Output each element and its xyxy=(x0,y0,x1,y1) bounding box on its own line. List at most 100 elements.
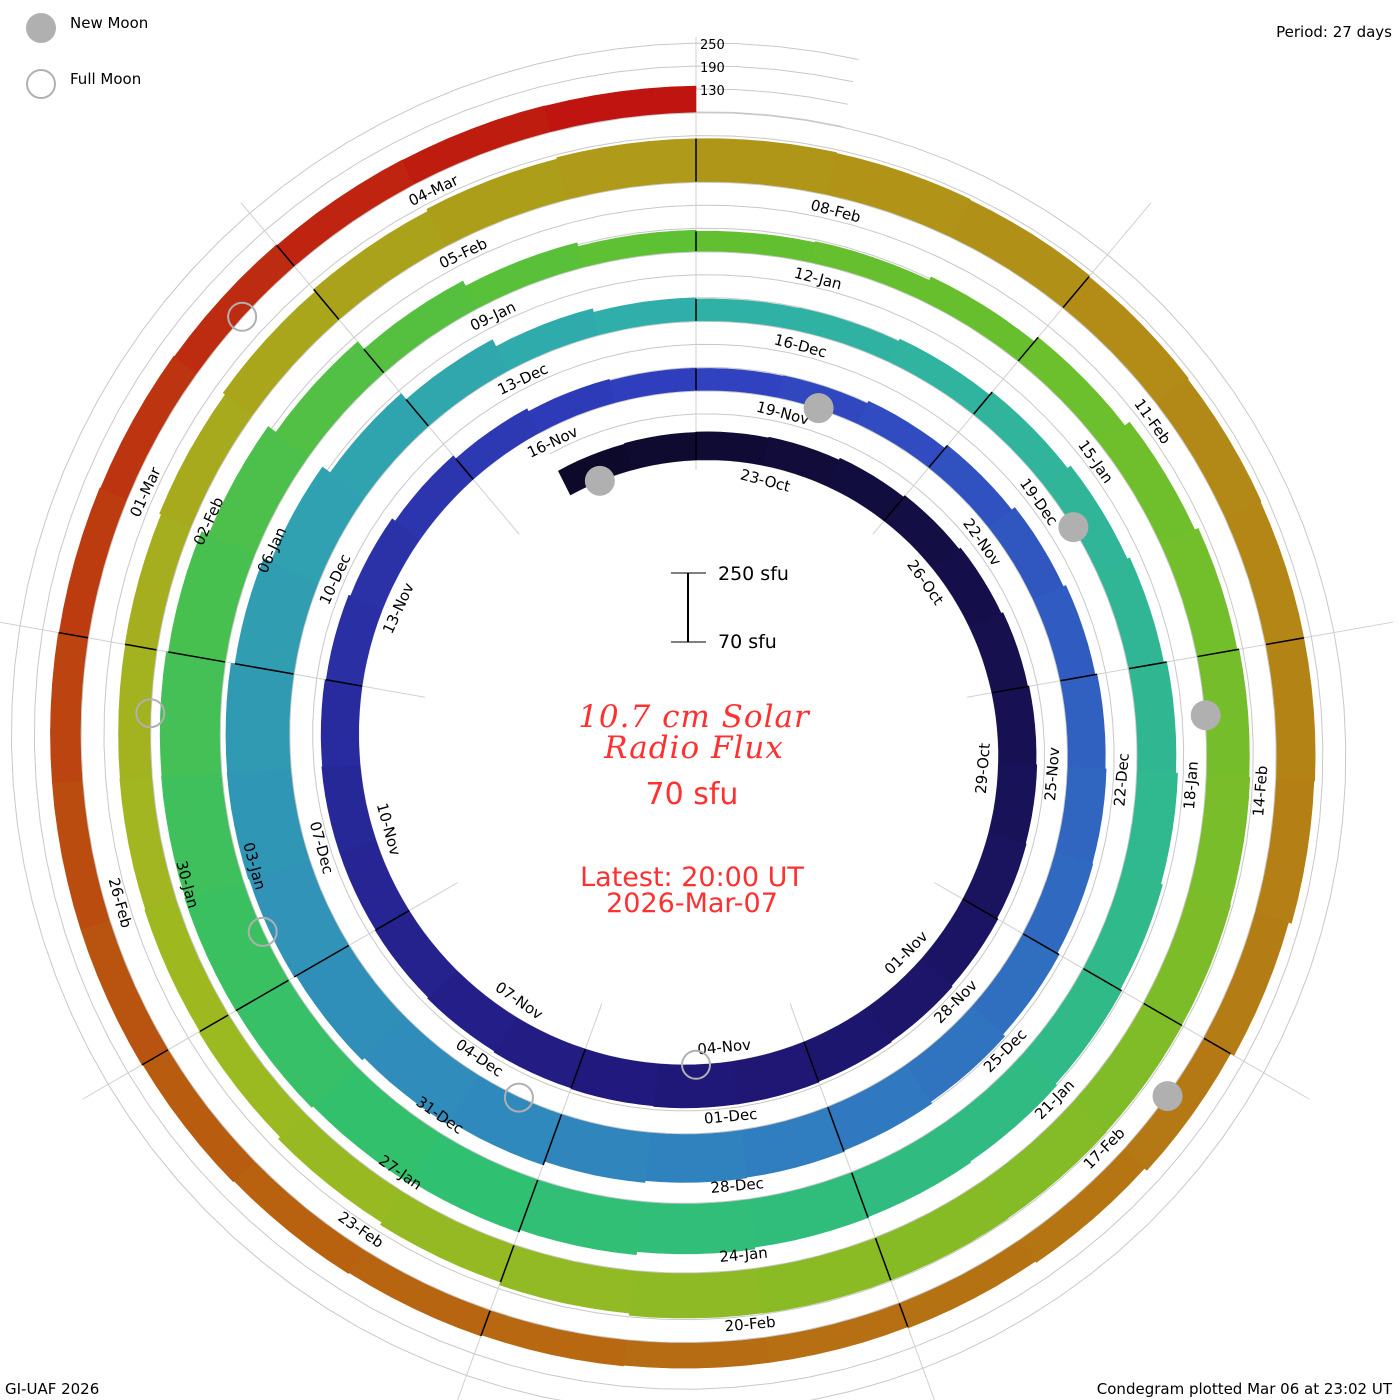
flux-bar xyxy=(544,1114,651,1183)
flux-bar xyxy=(1099,421,1196,545)
new-moon-legend-icon xyxy=(26,13,56,43)
flux-bar xyxy=(748,1172,869,1248)
flux-bar xyxy=(426,158,568,247)
date-label: 04-Nov xyxy=(697,1036,752,1059)
date-tick xyxy=(405,399,429,427)
date-tick xyxy=(1062,276,1090,308)
full-moon-marker xyxy=(227,301,258,332)
latest-date: 2026-Mar-07 xyxy=(606,888,778,919)
flux-bar xyxy=(394,455,474,540)
flux-bar xyxy=(51,780,110,930)
flux-bar xyxy=(556,138,697,200)
radial-grid-line xyxy=(966,621,1394,698)
date-tick xyxy=(168,651,226,663)
date-tick xyxy=(59,631,88,639)
date-label: 14-Feb xyxy=(1249,765,1271,817)
flux-bar xyxy=(593,297,697,336)
date-tick xyxy=(480,1310,491,1337)
date-label: 20-Feb xyxy=(724,1313,777,1336)
date-tick xyxy=(199,1014,229,1033)
footer-credit: GI-UAF 2026 xyxy=(5,1380,100,1398)
date-tick xyxy=(991,685,1029,694)
flux-bar xyxy=(226,768,310,880)
flux-bar xyxy=(644,1130,747,1183)
flux-bar xyxy=(1265,637,1316,782)
flux-bar xyxy=(159,651,226,777)
date-tick xyxy=(1265,637,1304,646)
date-tick xyxy=(293,944,350,978)
full-moon-marker xyxy=(135,698,166,729)
date-tick xyxy=(1128,661,1167,670)
date-tick xyxy=(803,1041,820,1083)
date-label: 29-Oct xyxy=(972,742,994,794)
flux-bar xyxy=(80,920,169,1066)
flux-bar xyxy=(1017,336,1126,445)
moon-markers xyxy=(135,301,1221,1113)
flux-bar xyxy=(695,138,837,195)
reference-labels: 250 190 130 xyxy=(700,38,725,99)
baseline-value: 70 sfu xyxy=(646,777,739,812)
flux-bar xyxy=(225,662,294,773)
date-tick xyxy=(1143,1002,1183,1027)
date-label: 24-Jan xyxy=(719,1244,769,1266)
ref-label-250: 250 xyxy=(700,38,725,53)
footer-plotted: Condegram plotted Mar 06 at 23:02 UT xyxy=(1096,1380,1392,1398)
new-moon-legend-label: New Moon xyxy=(70,14,148,32)
flux-bar xyxy=(628,1268,763,1319)
flux-bar xyxy=(919,276,1035,362)
new-moon-marker xyxy=(1058,512,1089,543)
new-moon-marker xyxy=(1190,700,1221,731)
date-tick xyxy=(1022,933,1060,956)
flux-bar xyxy=(405,339,509,427)
date-tick xyxy=(141,1049,169,1066)
date-tick xyxy=(235,979,289,1012)
date-tick xyxy=(517,1179,539,1233)
flux-bar xyxy=(609,367,697,403)
scale-bottom-label: 70 sfu xyxy=(718,631,777,653)
flux-bar xyxy=(320,679,363,768)
flux-bar xyxy=(499,1245,635,1314)
title-line-2: Radio Flux xyxy=(603,730,784,766)
flux-bar xyxy=(653,1061,739,1109)
date-ticks xyxy=(59,138,1304,1337)
flux-bars xyxy=(50,85,1316,1369)
date-tick xyxy=(234,662,294,675)
flux-bar xyxy=(991,685,1037,766)
flux-bar xyxy=(988,762,1038,844)
date-tick xyxy=(1083,968,1122,992)
ref-label-130: 130 xyxy=(700,84,725,99)
radial-grid-line xyxy=(872,202,1152,535)
date-tick xyxy=(1197,648,1240,658)
date-tick xyxy=(313,288,340,320)
flux-bar xyxy=(1033,585,1096,682)
date-tick xyxy=(499,1245,515,1283)
flux-bar xyxy=(544,85,697,132)
date-label: 28-Dec xyxy=(710,1174,765,1197)
new-moon-marker xyxy=(803,393,834,424)
title-line-1: 10.7 cm Solar xyxy=(578,699,811,735)
date-tick xyxy=(326,679,363,687)
date-tick xyxy=(874,1237,892,1281)
flux-bar xyxy=(1143,892,1231,1026)
full-moon-marker xyxy=(681,1049,711,1080)
date-tick xyxy=(973,391,993,415)
legend: New Moon Full Moon xyxy=(26,13,148,99)
date-tick xyxy=(124,643,157,651)
flux-bar xyxy=(888,338,991,415)
flux-bar xyxy=(1096,557,1165,670)
date-tick xyxy=(962,898,999,920)
flux-bar xyxy=(577,229,697,268)
flux-bar xyxy=(695,298,800,331)
date-tick xyxy=(850,1172,869,1218)
new-moon-marker xyxy=(584,465,615,496)
latest-time: Latest: 20:00 UT xyxy=(580,862,804,893)
date-tick xyxy=(827,1107,845,1152)
flux-bar xyxy=(321,764,377,853)
period-label: Period: 27 days xyxy=(1276,23,1392,41)
date-tick xyxy=(375,910,410,931)
date-tick xyxy=(898,1303,909,1328)
flux-bar xyxy=(325,594,383,687)
date-tick xyxy=(542,1114,563,1166)
date-tick xyxy=(1060,673,1098,682)
flux-bar xyxy=(624,432,697,471)
